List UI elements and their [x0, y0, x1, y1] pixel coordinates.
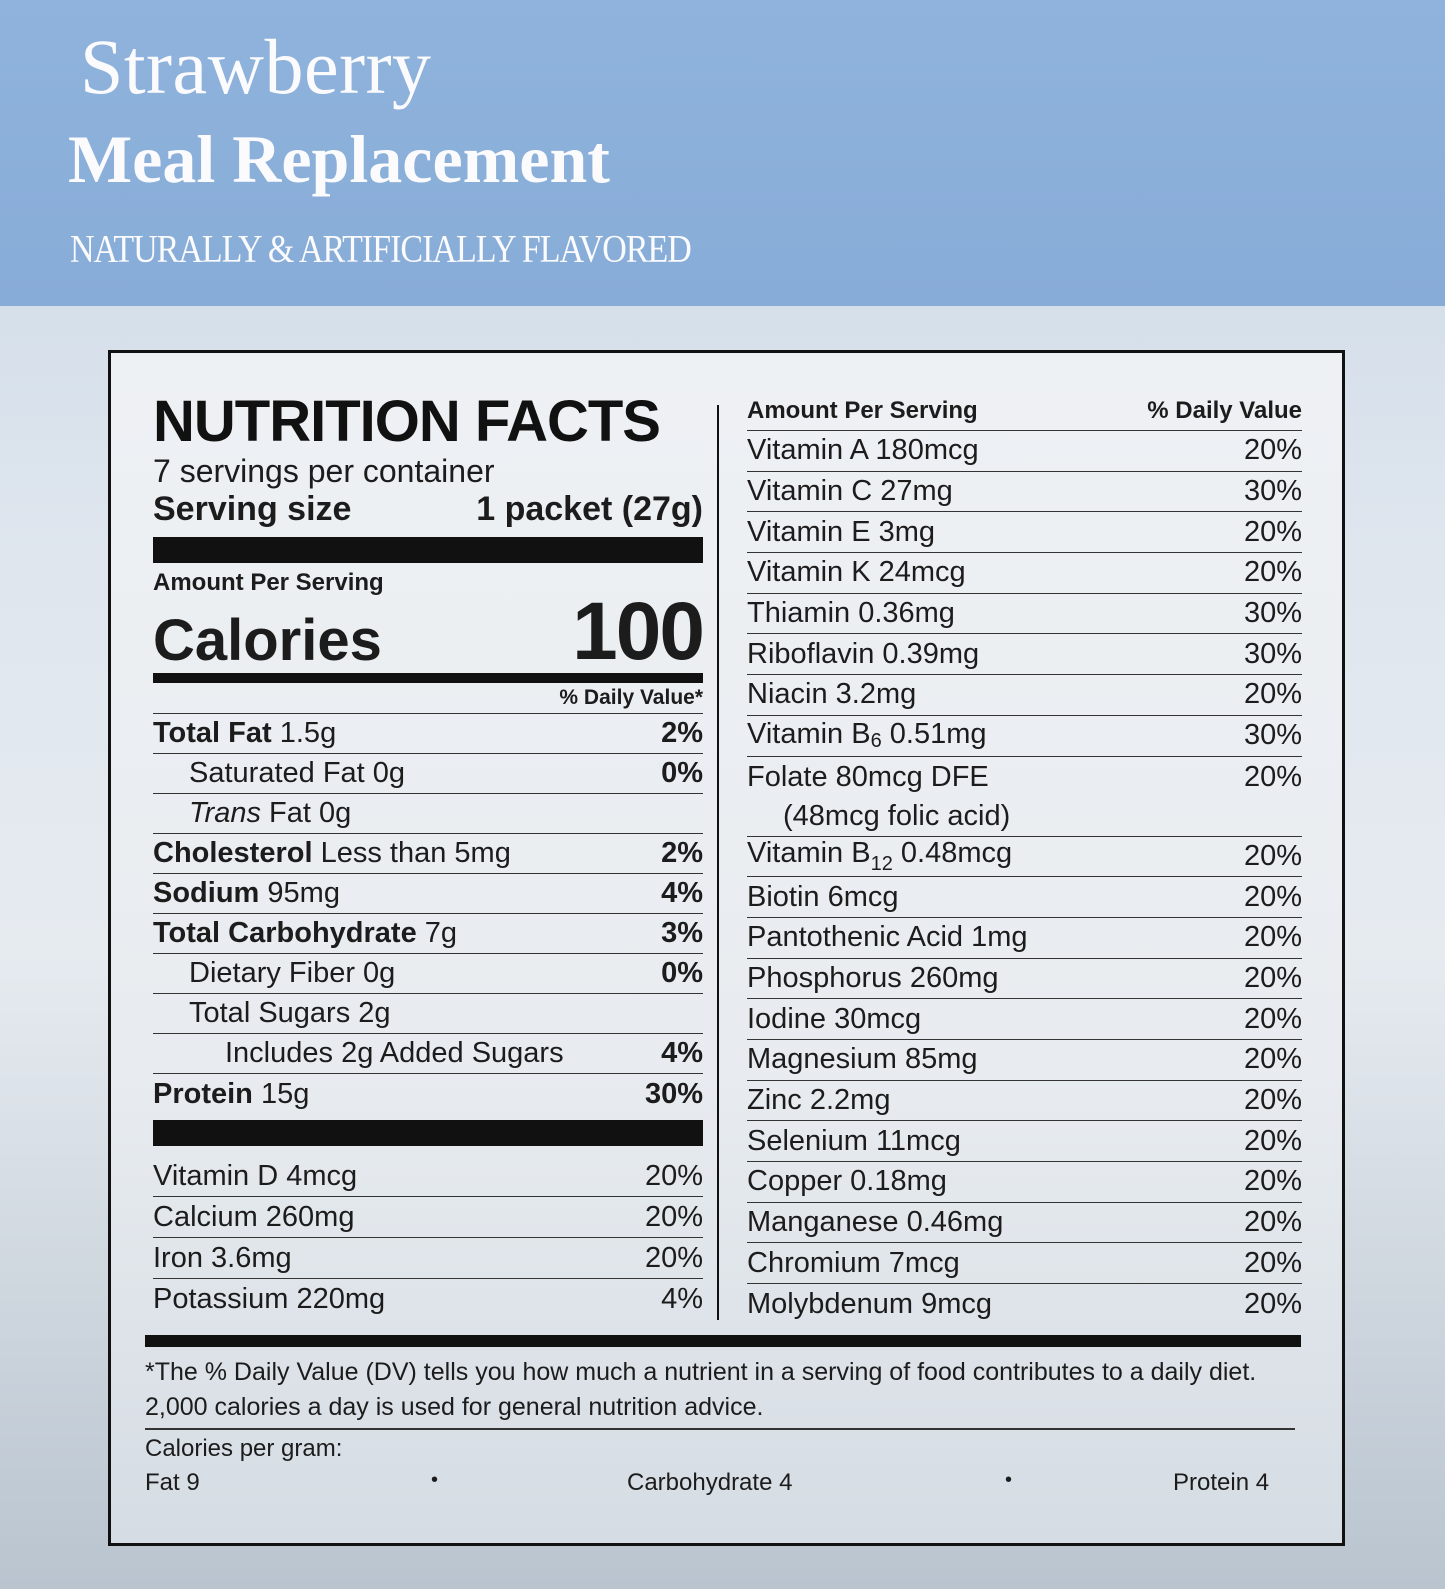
vitamin-row: Vitamin E 3mg 20% [747, 512, 1302, 554]
calories-value: 100 [572, 586, 705, 677]
bullet-icon: • [1005, 1469, 1013, 1491]
vitamin-row: Selenium 11mcg 20% [747, 1121, 1302, 1162]
vitamin-row: Molybdenum 9mcg 20% [747, 1287, 1302, 1320]
servings-per-container: 7 servings per container [153, 453, 495, 489]
vitamin-row: Manganese 0.46mg 20% [747, 1203, 1302, 1244]
product-subtitle: Meal Replacement [68, 121, 610, 197]
thick-divider [153, 1120, 703, 1146]
calories-per-gram-label: Calories per gram: [145, 1435, 343, 1462]
footer-rule [145, 1428, 1295, 1430]
nutrient-row: Saturated Fat 0g 0% [153, 754, 703, 794]
vitamin-row: Vitamin A 180mcg 20% [747, 431, 1302, 472]
serving-size-row: Serving size 1 packet (27g) [153, 489, 703, 529]
flavor-note: NATURALLY & ARTIFICIALLY FLAVORED [70, 228, 692, 271]
thick-divider [153, 537, 703, 563]
vitamin-row: Pantothenic Acid 1mg 20% [747, 918, 1302, 959]
vitamin-row: Magnesium 85mg 20% [747, 1040, 1302, 1081]
daily-value-header: % Daily Value* [153, 683, 703, 714]
medium-divider [153, 673, 703, 683]
product-title: Strawberry [80, 23, 432, 110]
vitamin-row: Vitamin B6 0.51mg 30% [747, 716, 1302, 757]
vitamin-row: Phosphorus 260mg 20% [747, 959, 1302, 1000]
serving-size-label: Serving size [153, 490, 352, 528]
vitamin-row: Riboflavin 0.39mg 30% [747, 634, 1302, 676]
daily-value-footnote: *The % Daily Value (DV) tells you how mu… [145, 1358, 1257, 1421]
fat-per-gram: Fat 9 [145, 1469, 200, 1496]
serving-size-value: 1 packet (27g) [476, 490, 703, 528]
nutrition-panel: NUTRITION FACTS 7 servings per container… [108, 350, 1345, 1546]
header-band [0, 0, 1445, 306]
nutrient-row: Includes 2g Added Sugars 4% [153, 1034, 703, 1074]
vitamin-row: Vitamin C 27mg 30% [747, 472, 1302, 513]
column-divider [717, 405, 719, 1320]
mineral-row: Potassium 220mg 4% [153, 1283, 703, 1315]
vitamin-row: Iodine 30mcg 20% [747, 999, 1302, 1040]
right-header: Amount Per Serving % Daily Value [747, 391, 1302, 431]
calories-label: Calories [153, 608, 382, 673]
mineral-row: Vitamin D 4mcg 20% [153, 1156, 703, 1197]
footer-divider [145, 1335, 1301, 1347]
vitamin-row: Zinc 2.2mg 20% [747, 1081, 1302, 1122]
nutrient-row: Dietary Fiber 0g 0% [153, 954, 703, 994]
calories-row: Calories 100 [153, 591, 705, 673]
amount-per-serving: Amount Per Serving [153, 569, 384, 596]
vitamin-row: Niacin 3.2mg 20% [747, 675, 1302, 716]
vitamin-row: Biotin 6mcg 20% [747, 877, 1302, 918]
nutrient-row: Total Sugars 2g [153, 994, 703, 1034]
calories-per-gram-row: Fat 9 • Carbohydrate 4 • Protein 4 [145, 1469, 1295, 1503]
nutrient-row: Total Carbohydrate 7g 3% [153, 914, 703, 954]
nutrient-row: Cholesterol Less than 5mg 2% [153, 834, 703, 874]
nutrition-facts-left: NUTRITION FACTS 7 servings per container… [153, 389, 705, 1320]
vitamins-right: Amount Per Serving % Daily Value Vitamin… [747, 391, 1302, 1325]
vitamin-row: Folate 80mcg DFE (48mcg folic acid) 20% [747, 757, 1302, 837]
vitamin-row: Vitamin B12 0.48mcg 20% [747, 837, 1302, 878]
mineral-row: Iron 3.6mg 20% [153, 1238, 703, 1279]
nutrition-facts-heading: NUTRITION FACTS [153, 389, 661, 454]
nutrient-row: Trans Fat 0g [153, 794, 703, 834]
bullet-icon: • [431, 1469, 439, 1491]
protein-per-gram: Protein 4 [1173, 1469, 1270, 1496]
nutrient-row: Protein 15g 30% [153, 1077, 703, 1110]
vitamin-row: Copper 0.18mg 20% [747, 1162, 1302, 1203]
vitamin-row: Vitamin K 24mcg 20% [747, 553, 1302, 594]
vitamin-row: Chromium 7mcg 20% [747, 1243, 1302, 1285]
carb-per-gram: Carbohydrate 4 [627, 1469, 793, 1496]
nutrient-row: Sodium 95mg 4% [153, 874, 703, 914]
nutrient-row: Total Fat 1.5g 2% [153, 714, 703, 754]
vitamin-row: Thiamin 0.36mg 30% [747, 594, 1302, 635]
mineral-row: Calcium 260mg 20% [153, 1197, 703, 1238]
